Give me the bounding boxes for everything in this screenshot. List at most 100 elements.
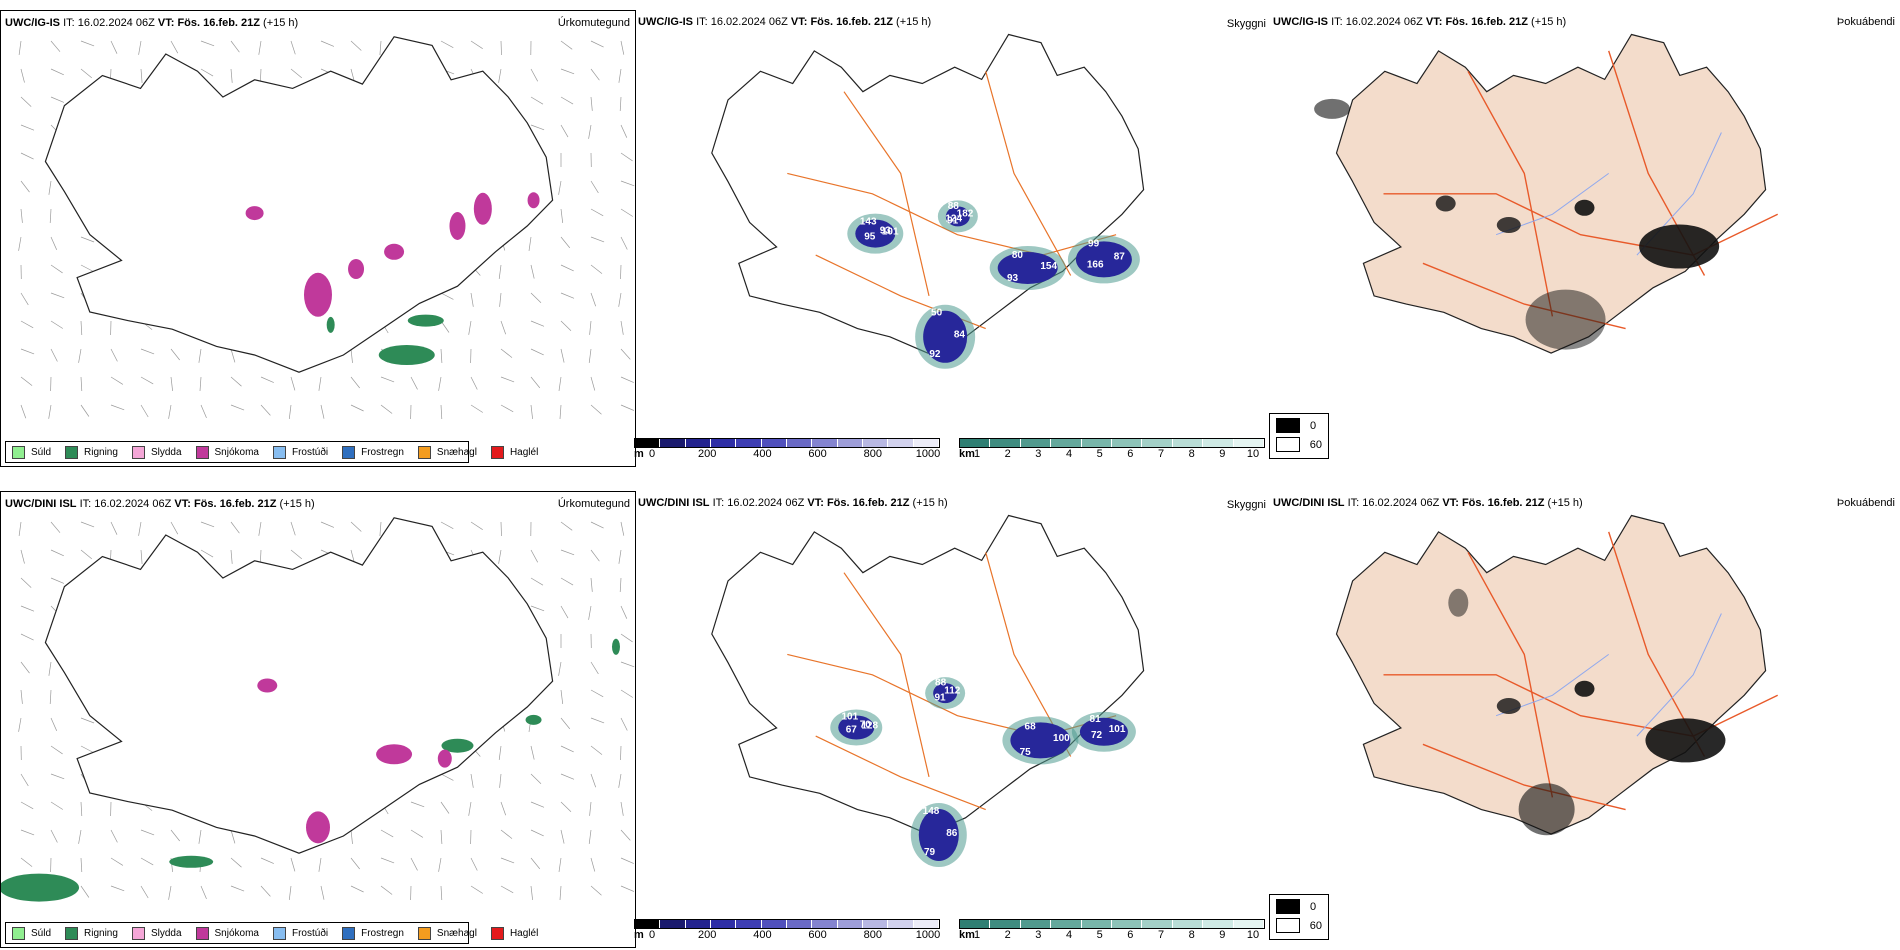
wind-barb xyxy=(50,264,63,274)
legend-item: Slydda xyxy=(131,445,182,459)
colorbar-tick: 800 xyxy=(863,448,882,460)
wind-barb xyxy=(560,40,573,50)
legend-label: Snæhagl xyxy=(436,446,477,458)
wind-barb xyxy=(590,68,600,81)
wind-barb xyxy=(560,829,565,844)
low-ceiling-area xyxy=(1075,241,1132,278)
panel-title: Þokuábendi xyxy=(1836,497,1895,509)
wind-barb xyxy=(620,829,631,841)
wind-barb xyxy=(440,40,454,49)
ceiling-value-label: 81 xyxy=(1090,714,1102,725)
low-ceiling-area xyxy=(838,715,875,740)
wind-barb xyxy=(230,857,242,868)
model-name: UWC/IG-IS xyxy=(638,16,693,28)
vt-label: VT: xyxy=(157,17,175,29)
colorbar-cell xyxy=(786,920,813,928)
wind-barb xyxy=(620,885,635,892)
wind-barb xyxy=(380,376,395,383)
valid-time: Fös. 16.feb. 21Z xyxy=(1461,497,1545,509)
wind-barb xyxy=(288,404,292,419)
legend-item: Súld xyxy=(12,926,51,940)
wind-barb xyxy=(530,605,545,612)
legend-label: Frostregn xyxy=(361,446,404,458)
wind-barb xyxy=(110,40,118,54)
wind-barb xyxy=(80,264,94,272)
wind-barb xyxy=(530,68,539,82)
rain-area xyxy=(326,316,335,333)
colorbar-cell xyxy=(1081,439,1113,447)
colorbar-tick: 9 xyxy=(1219,448,1226,460)
ceiling-value-label: 79 xyxy=(924,847,936,858)
wind-barb xyxy=(560,549,575,556)
wind-barb xyxy=(20,152,34,160)
legend-item: Frostregn xyxy=(342,926,404,940)
wind-barb xyxy=(50,801,63,810)
lead-time: (+15 h) xyxy=(1531,16,1567,28)
wind-barb xyxy=(440,292,454,300)
wind-barb xyxy=(320,521,335,528)
wind-barb xyxy=(170,521,179,535)
wind-barb xyxy=(80,376,83,392)
colorbar-tick: 3 xyxy=(1035,929,1042,941)
legend-label: Frostúði xyxy=(291,446,329,458)
wind-barb xyxy=(80,745,94,753)
wind-barb xyxy=(618,68,622,83)
colorbar-tick: 1 xyxy=(973,929,981,941)
colorbar-tick: 10 xyxy=(1246,929,1260,941)
wind-barb xyxy=(230,404,245,411)
wind-barb xyxy=(440,404,443,420)
ceiling-value-label: 87 xyxy=(1114,252,1126,263)
fog-area xyxy=(1645,718,1726,763)
colorbar-cell xyxy=(635,920,661,928)
wind-barb xyxy=(468,801,472,816)
wind-barb xyxy=(470,773,474,788)
wind-barb xyxy=(260,404,271,416)
wind-barb xyxy=(620,857,634,864)
wind-barb xyxy=(50,745,63,755)
wind-barb xyxy=(560,577,574,586)
wind-barb xyxy=(558,180,562,195)
colorbar-cell xyxy=(736,439,762,447)
fog-area xyxy=(1574,680,1595,697)
wind-barb xyxy=(379,40,382,56)
colorbar-cell xyxy=(1051,439,1082,447)
wind-barb xyxy=(620,40,625,55)
wind-barb xyxy=(530,857,541,870)
wind-barb xyxy=(78,348,82,363)
wind-barb xyxy=(560,292,575,299)
wind-barb xyxy=(620,633,633,643)
fog-legend-row: 60 xyxy=(1276,437,1322,452)
road-line xyxy=(843,572,930,778)
wind-barb xyxy=(530,264,535,279)
fog-legend-label: 0 xyxy=(1310,900,1317,913)
colorbar-cell xyxy=(990,920,1021,928)
colorbar-unit: m xyxy=(634,448,644,460)
ceiling-value-label: 67 xyxy=(846,725,858,736)
wind-barb xyxy=(440,348,443,364)
wind-barb xyxy=(530,549,539,563)
colorbar-cell xyxy=(1142,439,1173,447)
wind-barb xyxy=(198,348,202,363)
wind-barb xyxy=(590,376,596,391)
fog-legend-row: 0 xyxy=(1276,899,1322,914)
wind-barb xyxy=(380,857,395,864)
valid-time: Fös. 16.feb. 21Z xyxy=(826,497,910,509)
ceiling-value-label: 128 xyxy=(861,720,878,731)
colorbar-cell xyxy=(685,439,711,447)
wind-barb xyxy=(530,885,533,900)
snow-area xyxy=(257,678,278,693)
wind-barb xyxy=(20,773,29,787)
vt-label: VT: xyxy=(807,497,824,509)
wind-barb xyxy=(558,376,562,391)
wind-barb xyxy=(499,292,502,307)
visibility-panel-row1: UWC/IG-IS IT: 16.02.2024 06Z VT: Fös. 16… xyxy=(634,10,1269,465)
wind-barb xyxy=(588,124,592,139)
fog-map xyxy=(1335,514,1779,836)
panel-header: UWC/IG-IS IT: 16.02.2024 06Z VT: Fös. 16… xyxy=(1273,16,1566,28)
wind-barb xyxy=(198,829,202,844)
ceiling-value-label: 182 xyxy=(957,209,974,220)
wind-barb xyxy=(80,857,83,873)
wind-barb xyxy=(440,801,450,814)
wind-barb xyxy=(500,521,502,537)
legend-label: Rigning xyxy=(84,446,118,458)
